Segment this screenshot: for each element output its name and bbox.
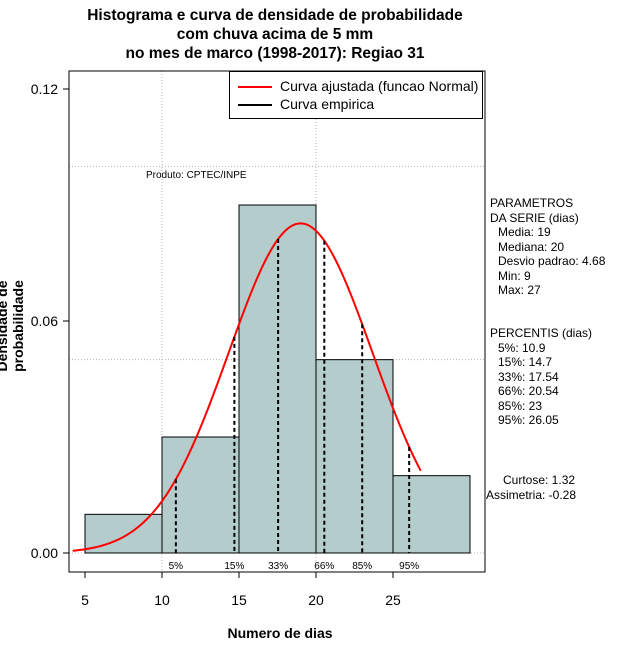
percentile-label-15: 15% — [224, 561, 244, 572]
percentil-95: 95%: 26.05 — [498, 413, 559, 427]
y-axis-label: Densidade de probabilidade — [0, 280, 26, 372]
assimetria-value: Assimetria: -0.28 — [486, 488, 577, 502]
x-tick-label-25: 25 — [385, 592, 401, 608]
x-tick-label-5: 5 — [81, 592, 89, 608]
legend-label-empirical: Curva empirica — [280, 96, 375, 112]
params-max: Max: 27 — [498, 283, 541, 297]
legend-item-empirical: Curva empirica — [238, 96, 374, 112]
percentil-85: 85%: 23 — [498, 399, 543, 413]
curtose-value: Curtose: 1.32 — [503, 473, 576, 487]
percentile-label-95: 95% — [399, 561, 419, 572]
x-tick-label-15: 15 — [231, 592, 247, 608]
legend-item-normal: Curva ajustada (funcao Normal) — [238, 78, 478, 94]
legend-swatch-normal — [238, 86, 272, 89]
chart-title-line-1: Histograma e curva de densidade de proba… — [87, 7, 463, 24]
percentis-title: PERCENTIS (dias) — [490, 326, 593, 340]
percentil-33: 33%: 17.54 — [498, 370, 559, 384]
percentile-label-33: 33% — [268, 561, 288, 572]
percentile-label-85: 85% — [352, 561, 372, 572]
histogram-bar-4 — [392, 475, 471, 554]
percentil-5: 5%: 10.9 — [498, 341, 546, 355]
chart-title-line-3: no mes de marco (1998-2017): Regiao 31 — [125, 45, 425, 62]
percentil-15: 15%: 14.7 — [498, 355, 553, 369]
params-title: PARAMETROS DA SERIE (dias) — [490, 196, 579, 225]
x-tick-label-10: 10 — [154, 592, 170, 608]
params-min: Min: 9 — [498, 269, 531, 283]
params-desvio: Desvio padrao: 4.68 — [498, 254, 606, 268]
histogram-bar-3 — [315, 359, 394, 554]
y-tick-label-2: 0.12 — [31, 81, 58, 97]
x-axis-label: Numero de dias — [227, 625, 333, 641]
x-tick-label-20: 20 — [308, 592, 324, 608]
percentile-label-5: 5% — [169, 561, 184, 572]
y-tick-label-1: 0.06 — [31, 313, 58, 329]
histogram-bar-1 — [161, 436, 240, 554]
percentil-66: 66%: 20.54 — [498, 384, 559, 398]
legend: Curva ajustada (funcao Normal) Curva emp… — [229, 71, 483, 119]
params-mediana: Mediana: 20 — [498, 240, 565, 254]
percentile-label-66: 66% — [314, 561, 334, 572]
product-label: Produto: CPTEC/INPE — [146, 170, 247, 181]
chart-title-line-2: com chuva acima de 5 mm — [176, 26, 374, 43]
params-media: Media: 19 — [498, 225, 551, 239]
legend-label-normal: Curva ajustada (funcao Normal) — [280, 78, 479, 94]
y-tick-label-0: 0.00 — [31, 545, 58, 561]
legend-swatch-empirical — [238, 104, 272, 107]
